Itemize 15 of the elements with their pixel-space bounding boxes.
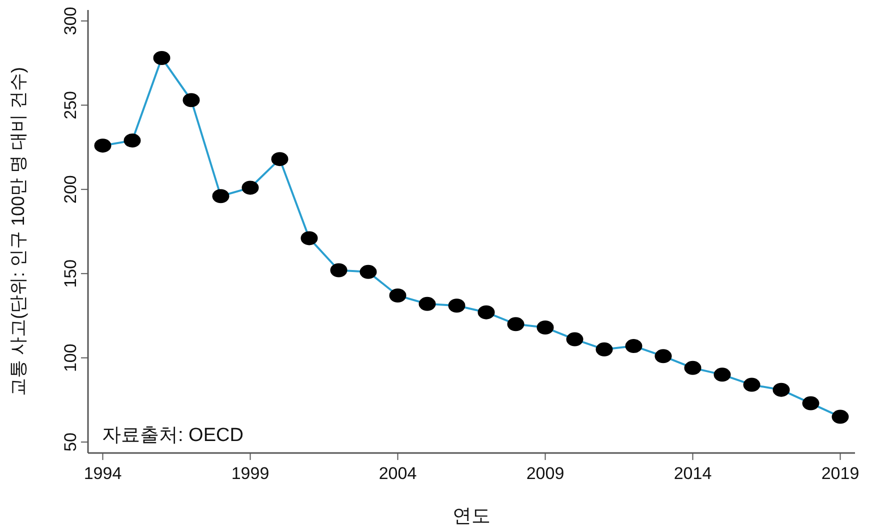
x-tick-label: 2009 (526, 464, 564, 483)
y-axis-title: 교통 사고(단위: 인구 100만 명 대비 건수) (8, 66, 28, 396)
y-tick-label: 300 (61, 6, 80, 36)
x-axis-title: 연도 (452, 506, 490, 527)
y-tick-label: 250 (61, 90, 80, 120)
x-tick-label: 2014 (674, 464, 712, 483)
y-tick-label: 200 (61, 175, 80, 204)
y-tick-label: 50 (61, 432, 80, 452)
y-tick-label: 150 (61, 259, 80, 288)
x-tick-label: 1994 (84, 464, 122, 483)
annotation: 자료출처: OECD (102, 425, 244, 446)
x-tick-label: 1999 (231, 464, 270, 483)
y-tick-label: 100 (61, 344, 80, 372)
x-tick-label: 2004 (378, 464, 417, 483)
x-tick-label: 2019 (821, 464, 860, 483)
